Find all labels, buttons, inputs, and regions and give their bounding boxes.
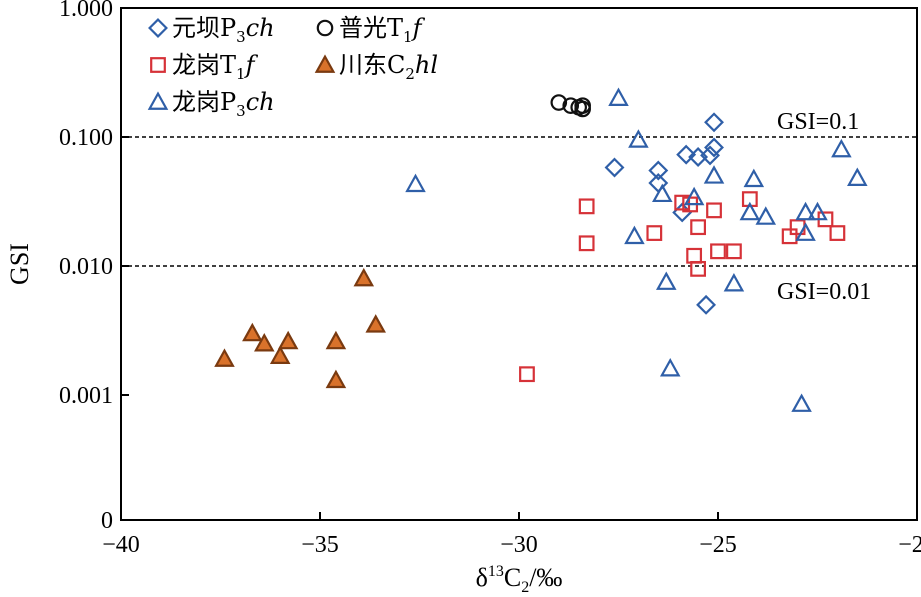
legend-marker-series-0 [148, 18, 168, 38]
data-point-series-2 [690, 219, 706, 236]
data-point-series-4 [659, 358, 681, 377]
data-point-series-3 [365, 314, 386, 333]
data-point-series-4 [739, 201, 761, 221]
data-point-series-0 [696, 294, 717, 315]
data-point-series-4 [807, 201, 828, 221]
plot-frame [120, 7, 918, 521]
data-point-series-2 [829, 225, 846, 241]
data-point-series-0 [604, 157, 625, 178]
legend-label-yuanba-p3ch: 元坝P3ch [172, 14, 275, 46]
y-tick-label: 1.000 [59, 0, 113, 22]
data-point-series-1 [550, 94, 568, 111]
data-point-series-0 [648, 160, 669, 181]
x-axis-title-sup: 13 [488, 563, 504, 580]
data-points [214, 87, 868, 412]
data-point-series-2 [686, 247, 703, 264]
data-point-series-2 [710, 243, 726, 260]
data-point-series-1 [562, 97, 580, 114]
x-axis-title-unit: /‰ [529, 563, 562, 592]
data-point-series-0 [676, 144, 697, 165]
legend-label-puguang-t1f: 普光T1f [339, 14, 426, 46]
y-axis-title: GSI [5, 243, 34, 285]
data-point-series-2 [781, 228, 798, 245]
data-point-series-2 [726, 243, 742, 260]
x-axis-title-sub: 2 [521, 579, 529, 596]
x-tick-label: −40 [102, 532, 140, 558]
data-point-series-2 [646, 225, 663, 241]
legend-label-chuandong-c2hl: 川东C2hl [339, 51, 438, 83]
data-point-series-4 [795, 222, 816, 241]
data-point-series-4 [624, 225, 645, 245]
reference-line-label: GSI=0.1 [777, 109, 859, 135]
x-axis-title-c: C [504, 563, 521, 592]
x-tick-label: −30 [500, 532, 538, 558]
x-tick-label: −25 [699, 532, 737, 558]
data-point-series-0 [700, 145, 720, 166]
data-point-series-2 [519, 366, 535, 383]
data-point-series-3 [254, 333, 275, 352]
x-tick-label: −20 [898, 532, 921, 558]
data-point-series-4 [655, 271, 677, 290]
data-point-series-2 [674, 194, 691, 211]
legend-marker-series-4 [147, 91, 169, 110]
data-point-series-4 [652, 183, 673, 203]
legend-label-longgang-t1f: 龙岗T1f [172, 51, 259, 83]
x-tick-label: −35 [301, 532, 339, 558]
data-point-series-1 [574, 97, 591, 114]
legend-marker-series-1 [316, 19, 334, 37]
legend: 元坝P3ch 普光T1f 龙岗T1f 川东C2hl 龙岗P3ch [147, 14, 438, 120]
data-point-series-2 [706, 202, 722, 219]
legend-label-longgang-p3ch: 龙岗P3ch [172, 88, 275, 120]
data-point-series-4 [791, 393, 812, 412]
legend-marker-series-2 [150, 57, 166, 73]
data-point-series-4 [703, 165, 725, 184]
data-point-series-3 [242, 322, 263, 342]
data-point-series-4 [723, 272, 745, 292]
data-point-series-4 [795, 201, 816, 221]
data-point-series-3 [269, 345, 291, 364]
data-point-series-0 [704, 112, 724, 133]
data-point-series-3 [214, 348, 235, 367]
axis-ticks [120, 7, 918, 521]
x-axis-title-delta: δ [476, 563, 488, 592]
data-point-series-2 [690, 260, 706, 277]
y-tick-label: 0.100 [59, 125, 113, 151]
data-point-series-4 [405, 173, 426, 193]
data-point-series-3 [277, 330, 299, 350]
tick-labels: −40 −35 −30 −25 −20 1.000 0.100 0.010 0.001 0 [59, 0, 921, 558]
reference-line-label: GSI=0.01 [777, 279, 871, 305]
legend-marker-series-3 [314, 54, 336, 73]
data-point-series-4 [831, 138, 852, 158]
y-tick-label: 0.010 [59, 254, 113, 280]
data-point-series-3 [325, 369, 347, 389]
data-point-series-4 [608, 87, 629, 106]
data-point-series-4 [755, 206, 777, 225]
y-tick-label: 0.001 [59, 383, 113, 409]
data-point-series-4 [743, 168, 765, 188]
x-axis-title: δ13C2/‰ [476, 563, 563, 596]
data-point-series-4 [628, 129, 649, 148]
data-point-series-0 [704, 137, 724, 158]
data-point-series-2 [578, 235, 595, 252]
data-point-series-3 [353, 267, 375, 287]
data-point-series-4 [683, 186, 705, 206]
data-point-series-2 [578, 198, 595, 215]
data-point-series-4 [847, 167, 868, 186]
reference-lines: GSI=0.1 GSI=0.01 [121, 109, 917, 305]
data-point-series-3 [325, 330, 347, 350]
y-tick-label: 0 [101, 508, 113, 534]
